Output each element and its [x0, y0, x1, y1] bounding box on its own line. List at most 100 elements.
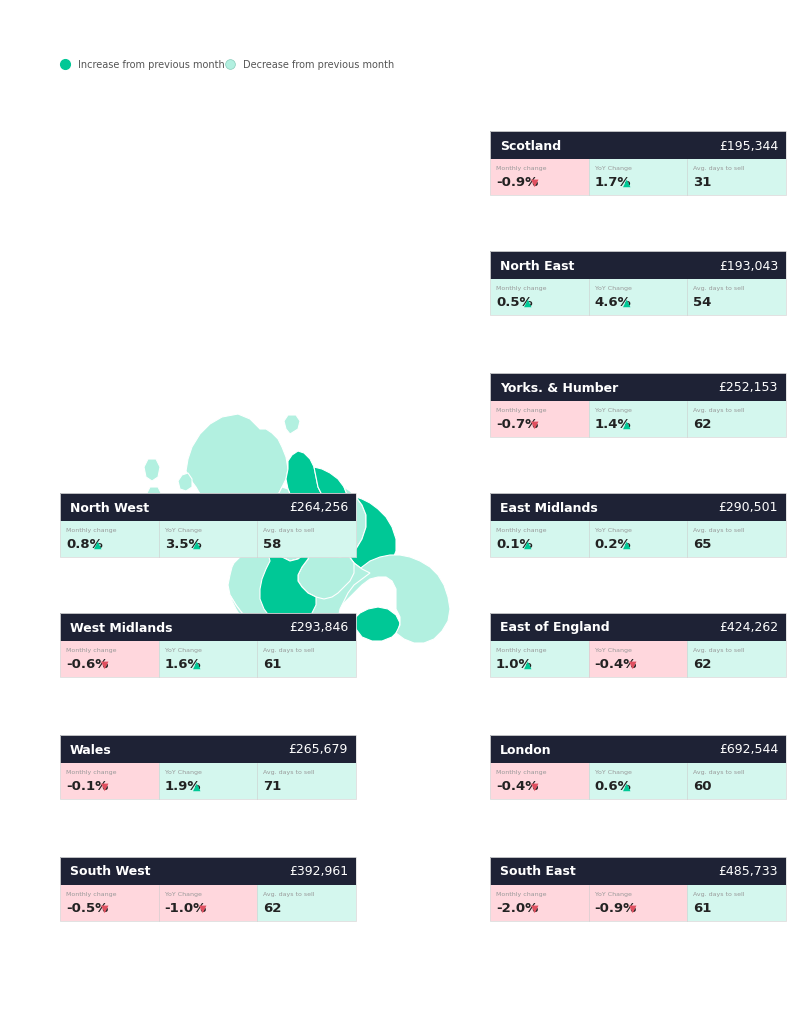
Text: -0.9%: -0.9%: [496, 176, 538, 189]
Text: South East: South East: [500, 864, 576, 878]
Text: Monthly change: Monthly change: [66, 891, 117, 896]
Bar: [60, 857, 356, 921]
Text: Monthly change: Monthly change: [496, 407, 546, 412]
Bar: [490, 857, 786, 921]
Text: ▲: ▲: [524, 539, 531, 549]
Text: 54: 54: [694, 295, 712, 308]
Text: ▼: ▼: [629, 903, 637, 912]
Bar: [687, 401, 786, 438]
Text: ▲: ▲: [622, 177, 630, 187]
Bar: [60, 763, 158, 800]
Text: 3.5%: 3.5%: [165, 537, 202, 550]
Text: Avg. days to sell: Avg. days to sell: [263, 528, 315, 533]
Polygon shape: [151, 515, 163, 532]
Text: ▲: ▲: [524, 297, 531, 307]
Bar: [60, 641, 158, 677]
Text: South West: South West: [70, 864, 150, 878]
Text: £265,679: £265,679: [289, 743, 348, 756]
Polygon shape: [186, 415, 288, 524]
Text: 0.2%: 0.2%: [594, 537, 631, 550]
Bar: [589, 522, 687, 557]
Text: 62: 62: [694, 657, 712, 670]
Bar: [258, 885, 356, 921]
Text: ▼: ▼: [629, 659, 637, 668]
Polygon shape: [230, 555, 370, 657]
Bar: [60, 885, 158, 921]
Text: London: London: [500, 743, 552, 756]
Bar: [687, 641, 786, 677]
Bar: [490, 252, 786, 315]
Bar: [490, 374, 786, 438]
Text: YoY Change: YoY Change: [594, 528, 631, 533]
Bar: [490, 401, 589, 438]
Text: YoY Change: YoY Change: [594, 769, 631, 774]
Text: 1.6%: 1.6%: [165, 657, 202, 670]
Polygon shape: [298, 524, 354, 600]
Text: £264,256: £264,256: [289, 501, 348, 514]
Bar: [158, 763, 258, 800]
Text: 65: 65: [694, 537, 712, 550]
Bar: [60, 493, 356, 557]
Polygon shape: [260, 544, 316, 626]
Text: ▲: ▲: [622, 419, 630, 429]
Polygon shape: [146, 487, 162, 510]
Text: 58: 58: [263, 537, 282, 550]
Text: ▼: ▼: [530, 419, 538, 429]
Text: -2.0%: -2.0%: [496, 901, 538, 914]
Text: ▼: ▼: [199, 903, 206, 912]
Bar: [490, 522, 589, 557]
Polygon shape: [348, 497, 396, 573]
Text: -0.4%: -0.4%: [496, 779, 538, 792]
Bar: [60, 735, 356, 800]
Text: West Midlands: West Midlands: [70, 621, 173, 634]
Text: ▲: ▲: [622, 780, 630, 791]
Text: 61: 61: [694, 901, 712, 914]
Polygon shape: [284, 416, 300, 435]
Bar: [258, 763, 356, 800]
Polygon shape: [354, 608, 400, 641]
Text: £692,544: £692,544: [718, 743, 778, 756]
Bar: [589, 401, 687, 438]
Text: -0.1%: -0.1%: [66, 779, 108, 792]
Text: Increase from previous month: Increase from previous month: [78, 60, 225, 70]
Text: 4.6%: 4.6%: [594, 295, 631, 308]
Bar: [258, 641, 356, 677]
Text: £195,344: £195,344: [718, 140, 778, 153]
Text: 60: 60: [694, 779, 712, 792]
Bar: [490, 735, 786, 800]
Text: YoY Change: YoY Change: [594, 407, 631, 412]
Text: £485,733: £485,733: [718, 864, 778, 878]
Text: 61: 61: [263, 657, 282, 670]
Text: Decrease from previous month: Decrease from previous month: [243, 60, 394, 70]
Text: ▲: ▲: [524, 659, 531, 668]
Bar: [158, 885, 258, 921]
Text: YoY Change: YoY Change: [165, 647, 202, 652]
Bar: [490, 493, 786, 557]
Text: YoY Change: YoY Change: [165, 891, 202, 896]
Text: 71: 71: [263, 779, 282, 792]
Bar: [60, 614, 356, 677]
Text: Monthly change: Monthly change: [496, 286, 546, 291]
Bar: [158, 522, 258, 557]
Text: 31: 31: [694, 176, 712, 189]
Bar: [589, 763, 687, 800]
Bar: [490, 280, 589, 315]
Bar: [687, 522, 786, 557]
Text: 62: 62: [263, 901, 282, 914]
Polygon shape: [338, 555, 450, 643]
Text: Avg. days to sell: Avg. days to sell: [694, 769, 745, 774]
Text: Wales: Wales: [70, 743, 112, 756]
Bar: [490, 131, 786, 196]
Bar: [60, 735, 356, 763]
Bar: [490, 374, 786, 401]
Bar: [490, 641, 589, 677]
Text: -1.0%: -1.0%: [165, 901, 207, 914]
Bar: [589, 280, 687, 315]
Bar: [258, 522, 356, 557]
Text: Avg. days to sell: Avg. days to sell: [694, 891, 745, 896]
Text: YoY Change: YoY Change: [594, 647, 631, 652]
Text: 0.1%: 0.1%: [496, 537, 533, 550]
Text: Monthly change: Monthly change: [66, 769, 117, 774]
Text: £293,846: £293,846: [289, 621, 348, 634]
Polygon shape: [310, 467, 350, 544]
